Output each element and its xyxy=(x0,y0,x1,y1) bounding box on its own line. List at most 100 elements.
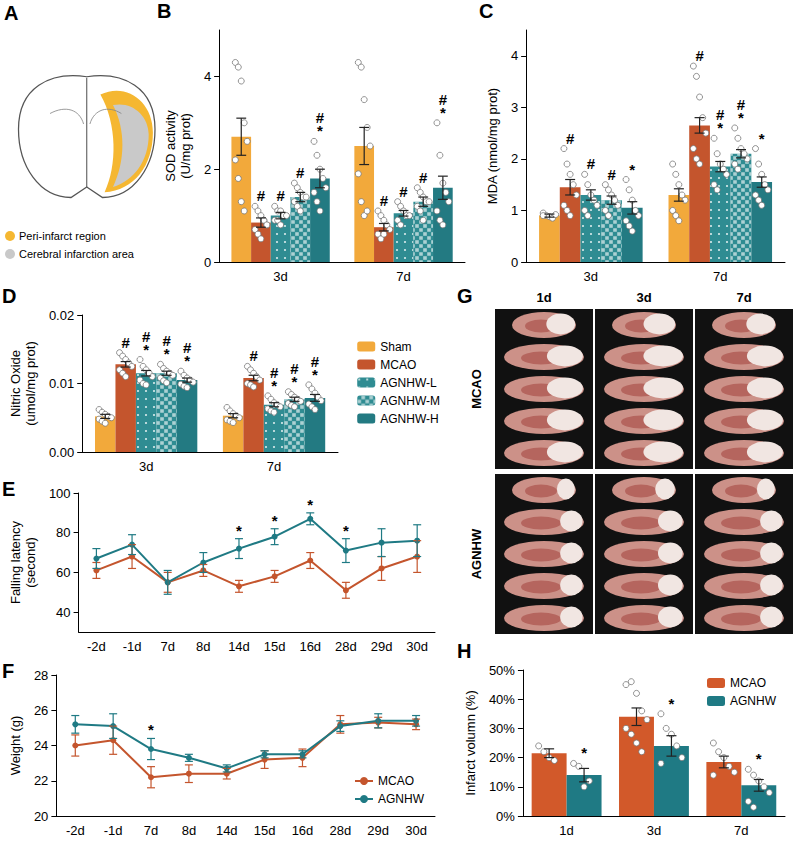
svg-text:Infarct volumn (%): Infarct volumn (%) xyxy=(463,690,478,795)
svg-text:#: # xyxy=(276,187,285,204)
svg-text:0: 0 xyxy=(204,255,211,270)
svg-text:#: # xyxy=(587,155,596,172)
svg-text:22: 22 xyxy=(34,773,48,788)
svg-text:0.01: 0.01 xyxy=(49,376,74,391)
svg-text:3d: 3d xyxy=(636,290,651,305)
svg-text:3d: 3d xyxy=(273,269,287,284)
svg-text:15d: 15d xyxy=(254,823,276,838)
svg-text:4: 4 xyxy=(204,69,211,84)
svg-text:*: * xyxy=(629,161,635,178)
svg-text:*: * xyxy=(669,695,675,712)
svg-text:15d: 15d xyxy=(264,639,286,654)
svg-text:*: * xyxy=(717,119,723,136)
svg-text:AGNHW: AGNHW xyxy=(730,694,777,708)
svg-text:AGNHW: AGNHW xyxy=(469,528,484,579)
svg-text:8d: 8d xyxy=(196,639,210,654)
svg-text:29d: 29d xyxy=(367,823,389,838)
svg-text:AGNHW: AGNHW xyxy=(378,792,425,806)
svg-text:MCAO: MCAO xyxy=(469,369,484,409)
svg-text:40%: 40% xyxy=(489,692,515,707)
svg-text:7d: 7d xyxy=(713,269,727,284)
svg-text:30d: 30d xyxy=(406,639,428,654)
svg-text:16d: 16d xyxy=(299,639,321,654)
svg-text:Falling latency: Falling latency xyxy=(8,520,23,604)
svg-text:10%: 10% xyxy=(489,779,515,794)
svg-text:-2d: -2d xyxy=(66,823,85,838)
svg-text:*: * xyxy=(756,750,762,767)
svg-text:*: * xyxy=(184,352,190,369)
svg-text:100: 100 xyxy=(49,486,71,501)
svg-text:(umol/mg prot): (umol/mg prot) xyxy=(23,341,38,426)
svg-text:14d: 14d xyxy=(216,823,238,838)
svg-text:28: 28 xyxy=(34,668,48,683)
svg-text:*: * xyxy=(148,721,154,738)
svg-text:26: 26 xyxy=(34,703,48,718)
svg-text:7d: 7d xyxy=(396,269,410,284)
svg-text:MCAO: MCAO xyxy=(730,676,766,690)
svg-text:Peri-infarct region: Peri-infarct region xyxy=(19,230,106,242)
svg-text:30d: 30d xyxy=(405,823,427,838)
svg-text:#: # xyxy=(566,130,575,147)
svg-text:8d: 8d xyxy=(182,823,196,838)
svg-text:-1d: -1d xyxy=(123,639,142,654)
svg-text:AGNHW-L: AGNHW-L xyxy=(380,376,437,390)
svg-text:4: 4 xyxy=(511,48,518,63)
svg-text:MCAO: MCAO xyxy=(378,774,414,788)
svg-text:*: * xyxy=(317,122,323,139)
svg-text:AGNHW-M: AGNHW-M xyxy=(380,394,440,408)
svg-text:80: 80 xyxy=(56,525,70,540)
svg-text:#: # xyxy=(419,169,428,186)
svg-text:28d: 28d xyxy=(329,823,351,838)
svg-text:*: * xyxy=(440,104,446,121)
svg-text:(second): (second) xyxy=(23,537,38,588)
svg-text:29d: 29d xyxy=(371,639,393,654)
svg-text:#: # xyxy=(296,164,305,181)
svg-text:14d: 14d xyxy=(228,639,250,654)
svg-text:3d: 3d xyxy=(139,459,153,474)
svg-text:*: * xyxy=(312,366,318,383)
svg-text:2: 2 xyxy=(204,162,211,177)
svg-text:*: * xyxy=(292,373,298,390)
svg-text:0%: 0% xyxy=(496,809,515,824)
svg-text:*: * xyxy=(271,377,277,394)
svg-text:#: # xyxy=(695,47,704,64)
svg-text:1: 1 xyxy=(511,203,518,218)
svg-text:7d: 7d xyxy=(144,823,158,838)
svg-text:16d: 16d xyxy=(292,823,314,838)
svg-text:#: # xyxy=(249,347,258,364)
svg-text:Nitric Oxide: Nitric Oxide xyxy=(8,350,23,417)
svg-text:7d: 7d xyxy=(160,639,174,654)
svg-text:*: * xyxy=(164,345,170,362)
svg-text:#: # xyxy=(380,192,389,209)
svg-text:20: 20 xyxy=(34,809,48,824)
svg-text:3d: 3d xyxy=(647,823,661,838)
svg-text:0: 0 xyxy=(511,255,518,270)
svg-text:3d: 3d xyxy=(584,269,598,284)
svg-text:*: * xyxy=(307,496,313,513)
svg-text:AGNHW-H: AGNHW-H xyxy=(380,412,438,426)
svg-text:*: * xyxy=(236,522,242,539)
svg-text:(U/mg prot): (U/mg prot) xyxy=(178,113,193,179)
svg-text:-1d: -1d xyxy=(104,823,123,838)
svg-text:*: * xyxy=(759,130,765,147)
svg-text:*: * xyxy=(738,109,744,126)
svg-text:SOD activity: SOD activity xyxy=(163,110,178,182)
svg-text:3: 3 xyxy=(511,100,518,115)
svg-text:24: 24 xyxy=(34,738,48,753)
svg-text:7d: 7d xyxy=(736,290,751,305)
svg-text:7d: 7d xyxy=(267,459,281,474)
svg-text:0.00: 0.00 xyxy=(49,445,74,460)
svg-text:#: # xyxy=(607,166,616,183)
svg-text:30%: 30% xyxy=(489,721,515,736)
svg-text:#: # xyxy=(257,187,266,204)
svg-text:MCAO: MCAO xyxy=(380,358,416,372)
svg-text:28d: 28d xyxy=(335,639,357,654)
svg-text:#: # xyxy=(399,183,408,200)
svg-text:60: 60 xyxy=(56,565,70,580)
svg-text:20%: 20% xyxy=(489,750,515,765)
svg-text:*: * xyxy=(581,744,587,761)
svg-text:*: * xyxy=(143,341,149,358)
svg-text:#: # xyxy=(122,334,131,351)
svg-text:0.02: 0.02 xyxy=(49,308,74,323)
svg-text:40: 40 xyxy=(56,605,70,620)
